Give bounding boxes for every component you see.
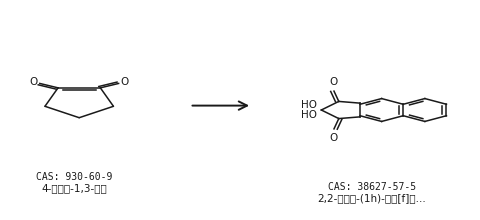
Text: HO: HO bbox=[301, 110, 317, 120]
Text: CAS: 38627-57-5: CAS: 38627-57-5 bbox=[328, 182, 416, 192]
Text: HO: HO bbox=[301, 100, 317, 110]
Text: CAS: 930-60-9: CAS: 930-60-9 bbox=[36, 172, 113, 182]
Text: O: O bbox=[330, 77, 338, 87]
Text: O: O bbox=[120, 77, 129, 87]
Text: O: O bbox=[29, 77, 38, 87]
Text: 4-环戊烯-1,3-二酮: 4-环戊烯-1,3-二酮 bbox=[42, 183, 107, 193]
Text: O: O bbox=[330, 133, 338, 143]
Text: 2,2-二羟基-(1h)-苯并[f]茚...: 2,2-二羟基-(1h)-苯并[f]茚... bbox=[318, 193, 426, 203]
